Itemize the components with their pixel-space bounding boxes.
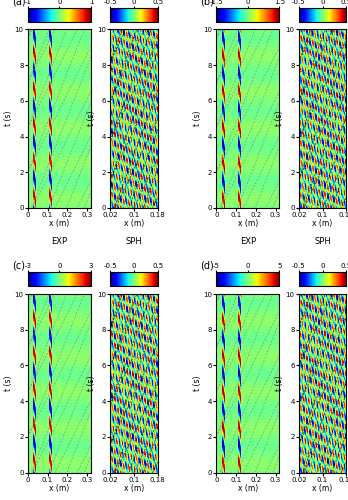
- Text: (d): (d): [200, 260, 214, 270]
- X-axis label: x (m): x (m): [124, 220, 144, 228]
- X-axis label: x (m): x (m): [313, 220, 333, 228]
- X-axis label: x (m): x (m): [313, 484, 333, 493]
- Text: (b): (b): [200, 0, 214, 6]
- X-axis label: x (m): x (m): [124, 484, 144, 493]
- Y-axis label: t (s): t (s): [193, 376, 202, 391]
- Title: SPH: SPH: [314, 238, 331, 246]
- Title: EXP: EXP: [52, 238, 68, 246]
- Y-axis label: t (s): t (s): [4, 376, 13, 391]
- Y-axis label: t (s): t (s): [87, 376, 96, 391]
- Y-axis label: t (s): t (s): [275, 376, 284, 391]
- Title: SPH: SPH: [126, 238, 142, 246]
- Y-axis label: t (s): t (s): [275, 111, 284, 126]
- Text: (c): (c): [12, 260, 25, 270]
- Title: EXP: EXP: [240, 238, 256, 246]
- Y-axis label: t (s): t (s): [87, 111, 96, 126]
- X-axis label: x (m): x (m): [238, 220, 258, 228]
- X-axis label: x (m): x (m): [49, 220, 70, 228]
- X-axis label: x (m): x (m): [238, 484, 258, 493]
- X-axis label: x (m): x (m): [49, 484, 70, 493]
- Y-axis label: t (s): t (s): [4, 111, 13, 126]
- Y-axis label: t (s): t (s): [193, 111, 202, 126]
- Text: (a): (a): [12, 0, 26, 6]
